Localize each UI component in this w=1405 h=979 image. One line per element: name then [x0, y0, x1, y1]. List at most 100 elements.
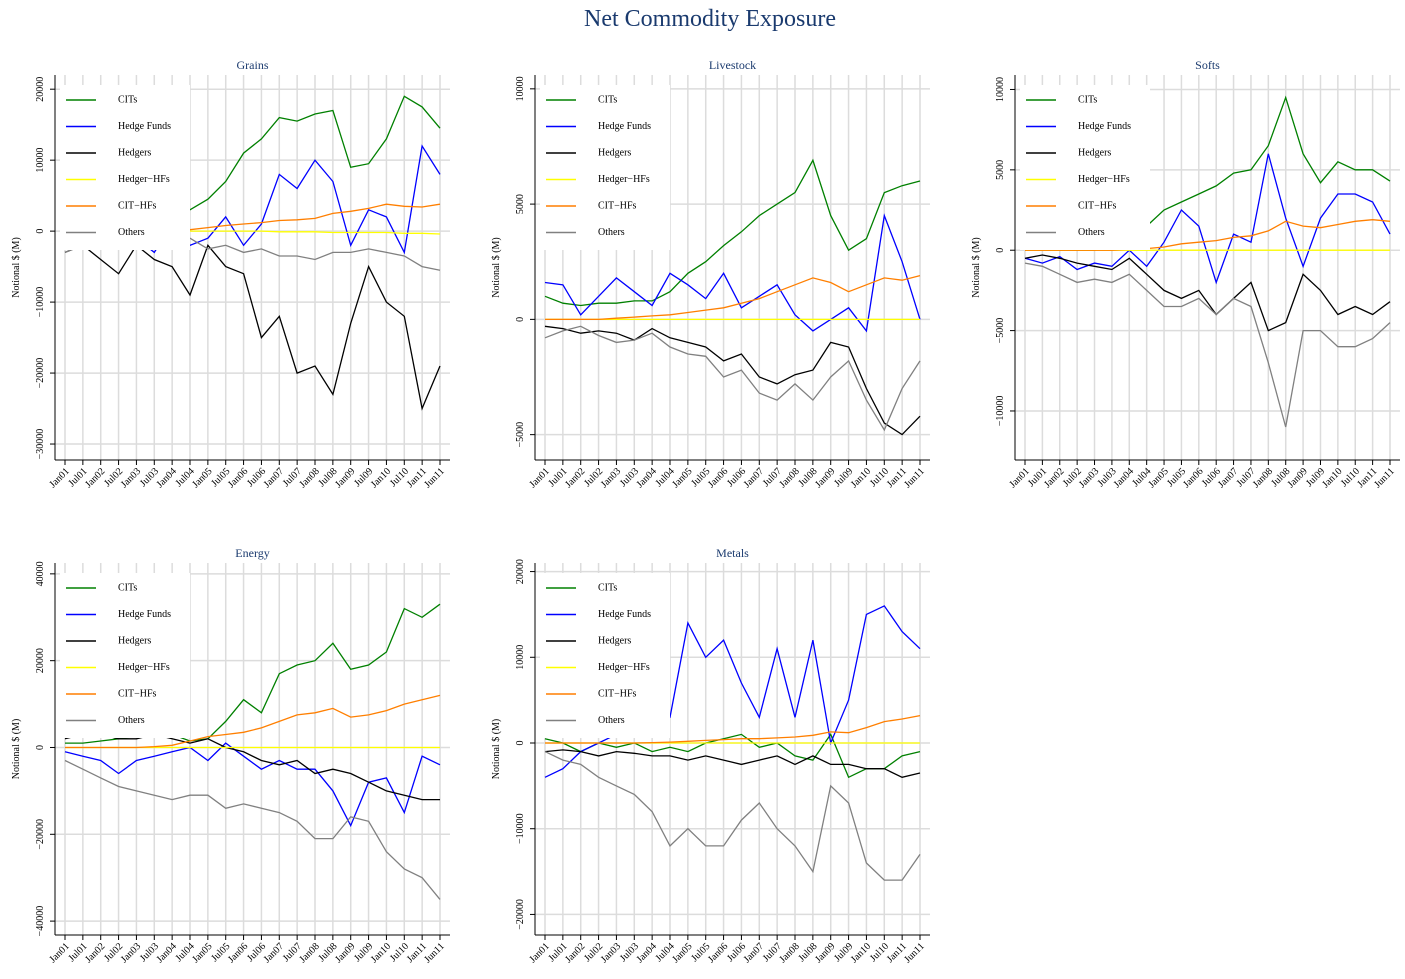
- panel-title: Energy: [235, 546, 269, 560]
- x-tick-label: Jan10: [849, 941, 873, 965]
- x-tick-label: Jan02: [83, 941, 107, 965]
- legend-label: CIT−HFs: [598, 688, 637, 699]
- series-line: [64, 733, 440, 801]
- y-tick-label: 0: [35, 745, 46, 750]
- legend-label: CITs: [118, 582, 137, 593]
- y-tick-label: 40000: [35, 561, 46, 586]
- series-line: [544, 749, 921, 778]
- y-axis-label: Notional $ (M): [971, 237, 982, 298]
- y-tick-label: −20000: [35, 358, 46, 389]
- legend-label: Others: [598, 715, 625, 726]
- x-tick-label: Jan10: [369, 941, 393, 965]
- x-tick-label: Jan04: [635, 466, 659, 490]
- legend-label: CITs: [598, 582, 617, 593]
- panel: EnergyJan01Jul01Jan02Jul02Jan03Jul03Jan0…: [11, 546, 450, 965]
- y-tick-label: 10000: [35, 148, 46, 173]
- x-tick-label: Jan02: [83, 466, 107, 490]
- x-tick-label: Jan05: [190, 466, 214, 490]
- panel: SoftsJan01Jul01Jan02Jul02Jan03Jul03Jan04…: [971, 58, 1400, 490]
- panel-title: Softs: [1195, 58, 1220, 72]
- series-line: [545, 714, 921, 744]
- x-tick-label: Jan01: [47, 941, 71, 965]
- x-tick-label: Jan03: [119, 466, 143, 490]
- x-tick-label: Jan07: [262, 941, 286, 965]
- y-axis-label: Notional $ (M): [11, 719, 22, 780]
- y-tick-label: −10000: [995, 396, 1006, 427]
- x-tick-label: Jan10: [849, 466, 873, 490]
- series-line: [1025, 219, 1391, 251]
- legend-label: CITs: [118, 94, 137, 105]
- y-tick-label: −10000: [35, 287, 46, 318]
- legend: CITs Hedge Funds Hedgers Hedger−HFs CIT−HFs O…: [540, 573, 670, 738]
- legend: CITs Hedge Funds Hedgers Hedger−HFs CIT−HFs O…: [540, 85, 670, 250]
- legend-label: CIT−HFs: [118, 688, 157, 699]
- legend-label: Others: [118, 715, 145, 726]
- series-line: [544, 325, 921, 436]
- panel-title: Metals: [716, 546, 749, 560]
- legend-box: [60, 85, 190, 250]
- series-line: [545, 274, 921, 321]
- x-tick-label: Jan09: [333, 466, 357, 490]
- legend: CITs Hedge Funds Hedgers Hedger−HFs CIT−HFs O…: [60, 85, 190, 250]
- legend-label: Hedger−HFs: [1078, 174, 1130, 185]
- legend-label: Hedger−HFs: [118, 174, 170, 185]
- x-tick-label: Jan04: [155, 466, 179, 490]
- series-line: [65, 694, 441, 749]
- legend-label: CIT−HFs: [1078, 200, 1117, 211]
- legend-label: CITs: [1078, 94, 1097, 105]
- x-tick-label: Jan06: [226, 941, 250, 965]
- x-tick-label: Jan04: [155, 941, 179, 965]
- series-line: [1024, 153, 1391, 285]
- legend-label: Hedgers: [598, 635, 631, 646]
- y-tick-label: 5000: [995, 160, 1006, 180]
- y-tick-label: 20000: [515, 559, 526, 584]
- legend-box: [1020, 85, 1150, 250]
- series-line: [1024, 254, 1391, 332]
- x-tick-label: Jan03: [599, 941, 623, 965]
- legend-label: Hedge Funds: [598, 121, 651, 132]
- y-tick-label: 10000: [995, 77, 1006, 102]
- legend-label: Hedgers: [1078, 147, 1111, 158]
- x-tick-label: Jan08: [777, 466, 801, 490]
- legend-box: [540, 85, 670, 250]
- legend-label: Others: [118, 227, 145, 238]
- legend-label: Hedgers: [118, 147, 151, 158]
- y-tick-label: 20000: [35, 648, 46, 673]
- legend-label: CIT−HFs: [598, 200, 637, 211]
- x-tick-label: Jan01: [527, 941, 551, 965]
- x-tick-label: Jan06: [706, 466, 730, 490]
- x-tick-label: Jan03: [599, 466, 623, 490]
- panel: GrainsJan01Jul01Jan02Jul02Jan03Jul03Jan0…: [11, 58, 450, 490]
- y-tick-label: −20000: [35, 819, 46, 850]
- x-tick-label: Jan01: [47, 466, 71, 490]
- y-tick-label: −5000: [995, 318, 1006, 344]
- legend-label: Hedger−HFs: [598, 662, 650, 673]
- legend-label: Hedger−HFs: [118, 662, 170, 673]
- legend-box: [540, 573, 670, 738]
- y-tick-label: −30000: [35, 429, 46, 460]
- panel: MetalsJan01Jul01Jan02Jul02Jan03Jul03Jan0…: [491, 546, 930, 965]
- figure-title: Net Commodity Exposure: [584, 6, 836, 32]
- x-tick-label: Jan03: [119, 941, 143, 965]
- y-axis-label: Notional $ (M): [491, 237, 502, 298]
- legend-label: Hedge Funds: [118, 609, 171, 620]
- x-tick-label: Jan08: [297, 941, 321, 965]
- x-tick-label: Jan05: [670, 466, 694, 490]
- y-axis-label: Notional $ (M): [491, 719, 502, 780]
- y-tick-label: 0: [35, 229, 46, 234]
- x-tick-label: Jan09: [813, 941, 837, 965]
- series-line: [544, 733, 921, 779]
- x-tick-label: Jan08: [297, 466, 321, 490]
- x-tick-label: Jun11: [422, 466, 446, 490]
- y-tick-label: 0: [995, 248, 1006, 253]
- legend-label: CIT−HFs: [118, 200, 157, 211]
- panel: LivestockJan01Jul01Jan02Jul02Jan03Jul03J…: [491, 58, 930, 490]
- x-tick-label: Jun11: [422, 941, 446, 965]
- x-tick-label: Jan07: [742, 466, 766, 490]
- panel-title: Grains: [237, 58, 269, 72]
- legend-box: [60, 573, 190, 738]
- y-axis-label: Notional $ (M): [11, 237, 22, 298]
- x-tick-label: Jan01: [527, 466, 551, 490]
- series-line: [64, 759, 441, 900]
